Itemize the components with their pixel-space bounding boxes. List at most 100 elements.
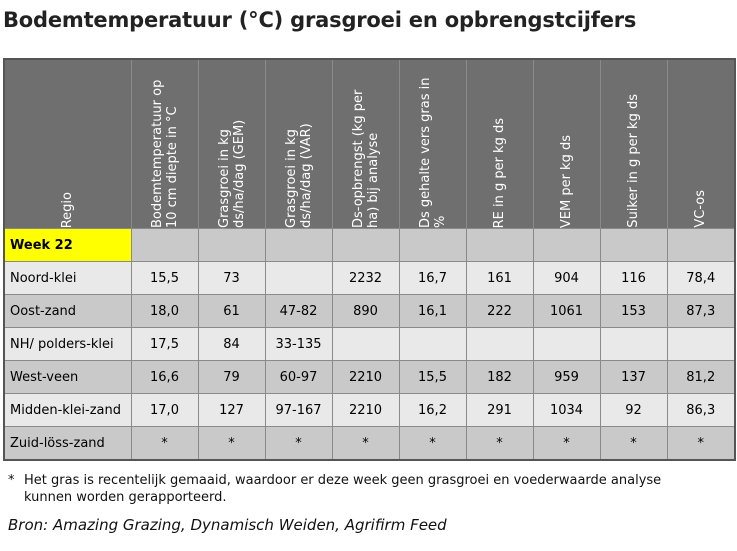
header-row: Regio Bodemtemperatuur op 10 cm diepte in… [3, 58, 736, 229]
table-cell [398, 327, 467, 361]
table-cell: 2232 [331, 261, 400, 295]
footnote-mark: * [8, 473, 15, 488]
table-cell [465, 228, 534, 262]
table-row: Oost-zand 18,0 61 47-82 890 16,1 222 1061 153 87,… [3, 294, 736, 328]
column-header: RE in g per kg ds [465, 58, 534, 229]
table-cell [532, 228, 601, 262]
table-cell: 17,5 [130, 327, 199, 361]
column-header-label: RE in g per kg ds [492, 117, 507, 228]
column-header: Ds gehalte vers gras in % [398, 58, 467, 229]
column-header-label: Grasgroei in kg ds/ha/dag (VAR) [283, 123, 314, 228]
table-cell: 16,2 [398, 393, 467, 427]
table-cell: * [398, 426, 467, 461]
region-name: West-veen [3, 360, 132, 394]
table-cell: 222 [465, 294, 534, 328]
table-cell: 81,2 [666, 360, 736, 394]
table-cell [599, 327, 668, 361]
table-cell: * [666, 426, 736, 461]
week-label: Week 22 [3, 228, 132, 262]
table-cell [599, 228, 668, 262]
table-row: Noord-klei 15,5 73 2232 16,7 161 904 116 78,4 [3, 261, 736, 295]
table-row: Zuid-löss-zand * * * * * * * * * [3, 426, 736, 461]
region-name: NH/ polders-klei [3, 327, 132, 361]
table-cell: 153 [599, 294, 668, 328]
table-cell [666, 327, 736, 361]
table-cell: 78,4 [666, 261, 736, 295]
table-cell: * [197, 426, 266, 461]
table-cell: 116 [599, 261, 668, 295]
table-cell: * [130, 426, 199, 461]
region-name: Zuid-löss-zand [3, 426, 132, 461]
table-cell [666, 228, 736, 262]
table-row: NH/ polders-klei 17,5 84 33-135 [3, 327, 736, 361]
column-header: VEM per kg ds [532, 58, 601, 229]
table-cell: 47-82 [264, 294, 333, 328]
table-cell: 60-97 [264, 360, 333, 394]
table-cell: * [264, 426, 333, 461]
column-header: Suiker in g per kg ds [599, 58, 668, 229]
column-header-label: Ds gehalte vers gras in % [417, 77, 448, 228]
column-header: Grasgroei in kg ds/ha/dag (GEM) [197, 58, 266, 229]
table-cell: 959 [532, 360, 601, 394]
table-cell [532, 327, 601, 361]
table-cell: 137 [599, 360, 668, 394]
footnote: * Het gras is recentelijk gemaaid, waardo… [8, 472, 728, 506]
table-cell [264, 261, 333, 295]
table-cell [197, 228, 266, 262]
table-row: Midden-klei-zand 17,0 127 97-167 2210 16,2 291… [3, 393, 736, 427]
table-cell [264, 228, 333, 262]
table-cell: * [465, 426, 534, 461]
table-cell: 2210 [331, 393, 400, 427]
column-header: Grasgroei in kg ds/ha/dag (VAR) [264, 58, 333, 229]
table-cell: 16,6 [130, 360, 199, 394]
table-cell: 79 [197, 360, 266, 394]
table-cell: * [599, 426, 668, 461]
column-header-label: Regio [60, 191, 76, 228]
column-header: Bodemtemperatuur op 10 cm diepte in °C [130, 58, 199, 229]
column-header-label: Bodemtemperatuur op 10 cm diepte in °C [149, 79, 180, 228]
table-cell: 1061 [532, 294, 601, 328]
column-header: Ds-opbrengst (kg per ha) bij analyse [331, 58, 400, 229]
table-cell [465, 327, 534, 361]
column-header-label: Suiker in g per kg ds [626, 94, 641, 228]
column-header-label: Grasgroei in kg ds/ha/dag (GEM) [216, 119, 247, 228]
table-cell [331, 327, 400, 361]
column-header-label: VC-os [693, 190, 709, 228]
table-cell: 33-135 [264, 327, 333, 361]
table-cell: 97-167 [264, 393, 333, 427]
table-cell: 890 [331, 294, 400, 328]
table-cell: 2210 [331, 360, 400, 394]
column-header: VC-os [666, 58, 736, 229]
table-cell: 127 [197, 393, 266, 427]
table-row: West-veen 16,6 79 60-97 2210 15,5 182 959 137 81,… [3, 360, 736, 394]
week-row: Week 22 [3, 228, 736, 262]
page-title: Bodemtemperatuur (°C) grasgroei en opbre… [3, 8, 637, 32]
table-cell: 904 [532, 261, 601, 295]
table-cell: 84 [197, 327, 266, 361]
table-cell: * [331, 426, 400, 461]
table-cell: 16,7 [398, 261, 467, 295]
table-cell: 161 [465, 261, 534, 295]
table-cell: 73 [197, 261, 266, 295]
table-cell: 291 [465, 393, 534, 427]
table-cell [130, 228, 199, 262]
region-name: Noord-klei [3, 261, 132, 295]
table-cell: * [532, 426, 601, 461]
table-cell: 182 [465, 360, 534, 394]
source-note: Bron: Amazing Grazing, Dynamisch Weiden,… [8, 516, 447, 534]
region-name: Midden-klei-zand [3, 393, 132, 427]
column-header-label: Ds-opbrengst (kg per ha) bij analyse [350, 89, 381, 228]
table-cell: 86,3 [666, 393, 736, 427]
footnote-line-1: Het gras is recentelijk gemaaid, waardoo… [24, 473, 662, 488]
table-cell [398, 228, 467, 262]
column-header: Regio [3, 58, 132, 229]
table-cell [331, 228, 400, 262]
data-table: Regio Bodemtemperatuur op 10 cm diepte in… [3, 58, 736, 461]
table-cell: 17,0 [130, 393, 199, 427]
column-header-label: VEM per kg ds [559, 134, 574, 228]
table-cell: 61 [197, 294, 266, 328]
table-cell: 87,3 [666, 294, 736, 328]
table-cell: 92 [599, 393, 668, 427]
table-cell: 15,5 [130, 261, 199, 295]
table-cell: 15,5 [398, 360, 467, 394]
